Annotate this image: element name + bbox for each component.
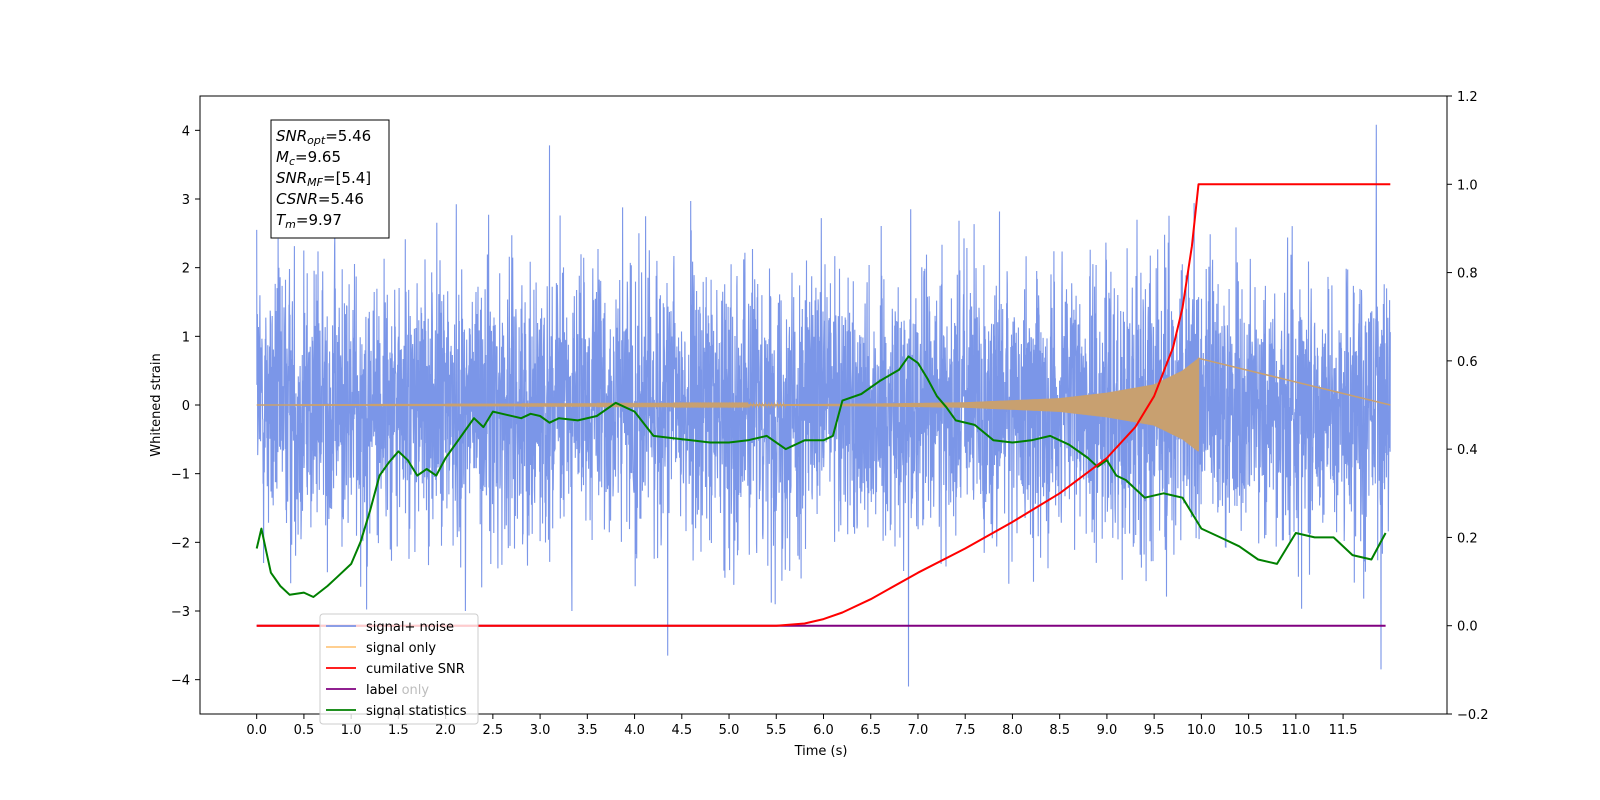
x-tick-label: 3.0 bbox=[530, 723, 551, 738]
info-box-line: CSNR=5.46 bbox=[276, 190, 364, 208]
y2-tick-label: 0.2 bbox=[1457, 531, 1478, 546]
x-tick-label: 1.0 bbox=[341, 723, 362, 738]
x-axis-label: Time (s) bbox=[794, 744, 848, 759]
x-tick-label: 0.0 bbox=[246, 723, 267, 738]
legend-label: signal+ noise bbox=[366, 620, 454, 635]
y2-tick-label: 0.6 bbox=[1457, 355, 1478, 370]
x-tick-label: 10.0 bbox=[1187, 723, 1216, 738]
y-tick-label: 0 bbox=[182, 399, 190, 414]
legend-label: label bbox=[366, 683, 397, 698]
y-tick-label: −4 bbox=[171, 674, 190, 689]
y-tick-label: −1 bbox=[171, 468, 190, 483]
signal-noise-series bbox=[256, 124, 1391, 687]
y2-tick-label: 1.2 bbox=[1457, 90, 1478, 105]
legend-frame bbox=[319, 613, 479, 725]
legend-label: signal only bbox=[366, 641, 436, 656]
info-box-line: SNRMF=[5.4] bbox=[276, 169, 371, 189]
x-tick-label: 10.5 bbox=[1234, 723, 1263, 738]
x-tick-label: 9.5 bbox=[1144, 723, 1165, 738]
x-tick-label: 4.5 bbox=[671, 723, 692, 738]
x-tick-label: 8.0 bbox=[1002, 723, 1023, 738]
x-tick-label: 8.5 bbox=[1049, 723, 1070, 738]
y-tick-label: −3 bbox=[171, 605, 190, 620]
x-tick-label: 4.0 bbox=[624, 723, 645, 738]
x-tick-label: 9.0 bbox=[1097, 723, 1118, 738]
info-box-line: Mc=9.65 bbox=[276, 148, 341, 168]
y-axis-label: Whitened strain bbox=[149, 353, 164, 456]
y-tick-label: 2 bbox=[182, 262, 190, 277]
info-box-line: SNRopt=5.46 bbox=[276, 127, 371, 147]
signal-statistics-line bbox=[255, 355, 1387, 598]
x-tick-label: 0.5 bbox=[294, 723, 315, 738]
y-tick-label: 1 bbox=[182, 330, 190, 345]
y2-tick-label: 0.0 bbox=[1457, 620, 1478, 635]
y2-tick-label: 0.4 bbox=[1457, 443, 1478, 458]
x-tick-label: 5.5 bbox=[766, 723, 787, 738]
x-tick-label: 7.5 bbox=[955, 723, 976, 738]
info-box-frame bbox=[270, 119, 390, 239]
y2-tick-label: 0.8 bbox=[1457, 267, 1478, 282]
info-box-line: Tm=9.97 bbox=[276, 211, 342, 231]
axes-ticks: 0.0 0.5 1.0 1.5 2.0 2.5 3.0 3.5 4.0 4.5 5.0 5.5 6.0 6… bbox=[171, 90, 1489, 738]
y-tick-label: −2 bbox=[171, 536, 190, 551]
x-tick-label: 7.0 bbox=[908, 723, 929, 738]
y-tick-label: 4 bbox=[182, 124, 190, 139]
legend-hidden-text: label only bbox=[366, 683, 429, 698]
x-tick-label: 6.0 bbox=[813, 723, 834, 738]
signal-only-series bbox=[256, 357, 1391, 452]
y2-tick-label: −0.2 bbox=[1457, 708, 1489, 723]
legend-label: signal statistics bbox=[366, 704, 467, 719]
signal-only-line bbox=[256, 357, 1391, 452]
signal-noise-line bbox=[256, 124, 1391, 687]
x-tick-label: 2.0 bbox=[435, 723, 456, 738]
x-tick-label: 1.5 bbox=[388, 723, 409, 738]
y-tick-label: 3 bbox=[182, 193, 190, 208]
cumulative-snr-line bbox=[256, 183, 1391, 627]
legend: label only signal+ noise signal only cumila… bbox=[319, 613, 479, 725]
y2-tick-label: 1.0 bbox=[1457, 178, 1478, 193]
x-tick-label: 11.5 bbox=[1329, 723, 1358, 738]
x-tick-label: 6.5 bbox=[860, 723, 881, 738]
x-tick-label: 3.5 bbox=[577, 723, 598, 738]
x-tick-label: 2.5 bbox=[483, 723, 504, 738]
x-tick-label: 5.0 bbox=[719, 723, 740, 738]
legend-label: cumilative SNR bbox=[366, 662, 465, 677]
x-tick-label: 11.0 bbox=[1281, 723, 1310, 738]
